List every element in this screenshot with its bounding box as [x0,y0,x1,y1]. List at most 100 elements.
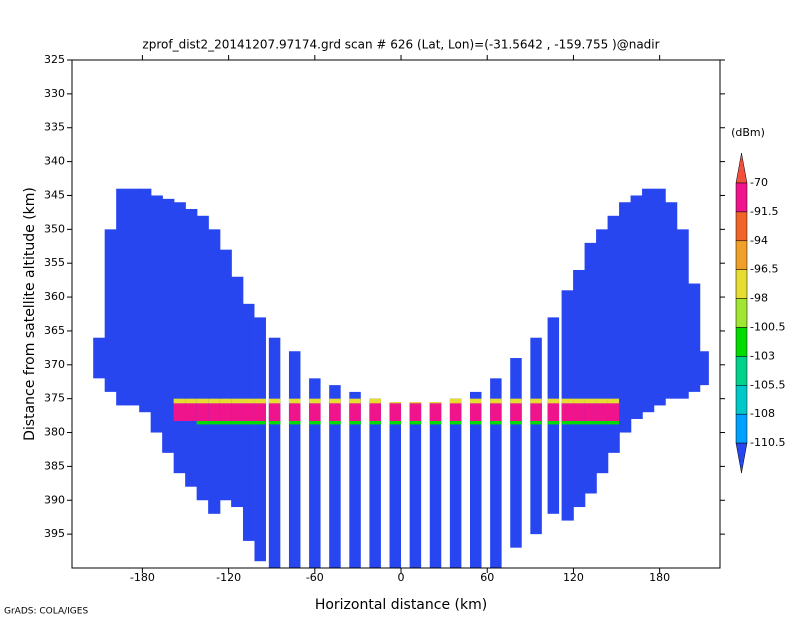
colorbar-segment [735,356,748,386]
x-tick-label: -180 [130,571,155,584]
bright-band [510,403,522,422]
data-column [162,198,175,453]
x-axis-title: Horizontal distance (km) [315,597,487,613]
bright-band [490,421,502,425]
data-column [653,188,666,406]
bright-band [573,403,586,422]
data-column [93,337,106,379]
data-column [469,391,482,568]
bright-band [242,403,255,422]
bright-band [349,421,361,425]
bright-band [268,403,281,422]
colorbar-segment [735,182,748,213]
data-column [696,351,709,386]
colorbar-label: -98 [750,292,768,305]
data-column [116,188,129,406]
y-tick-label: 370 [44,358,65,371]
x-tick-label: -120 [216,571,241,584]
data-column [449,398,462,568]
y-tick-label: 350 [44,222,65,235]
bright-band [547,398,560,404]
bright-band [231,403,244,422]
data-column [630,195,643,419]
data-column [429,402,442,568]
data-column [607,215,620,453]
bright-band [219,403,232,422]
data-column [490,378,502,568]
data-column [127,188,140,406]
bright-band [607,421,620,425]
y-tick-label: 355 [44,256,65,269]
bright-band [530,398,542,404]
bright-band [268,421,281,425]
colorbar-label: -108 [750,407,775,420]
bright-band [268,398,281,404]
bright-band [309,403,321,422]
bright-band [510,398,522,404]
colorbar-label: -105.5 [750,378,785,391]
data-column [409,402,422,568]
x-tick-label: 0 [398,571,405,584]
data-column [219,249,232,501]
bright-band [449,421,462,425]
bright-band [231,398,244,404]
x-tick-label: 180 [649,571,670,584]
bright-band [389,403,402,422]
data-column [309,378,321,568]
bright-band [185,403,198,422]
data-column [596,229,609,474]
colorbar-label: -91.5 [750,205,778,218]
bright-band [429,421,442,425]
bright-band [242,398,255,404]
bright-band [329,398,341,404]
bright-band [208,403,221,422]
data-column [231,276,244,508]
bright-band [369,403,381,422]
y-tick-label: 390 [44,493,65,506]
bright-band [309,398,321,404]
bright-band [173,398,186,404]
bright-band [288,398,301,404]
data-column [573,269,586,508]
bright-band [469,421,482,425]
bright-band [329,403,341,422]
bright-band [254,403,266,422]
bright-band [429,403,442,422]
y-tick-label: 340 [44,155,65,168]
bright-band [409,402,422,404]
y-tick-label: 335 [44,121,65,134]
colorbar-segment [735,269,748,299]
y-tick-label: 330 [44,87,65,100]
bright-band [573,398,586,404]
bright-band [349,403,361,422]
x-tick-label: -60 [306,571,324,584]
bright-band [469,398,482,404]
bright-band [231,421,244,425]
y-tick-label: 345 [44,188,65,201]
colorbar-label: -94 [750,234,768,247]
y-tick-label: 380 [44,426,65,439]
bright-band [561,398,574,404]
bright-band [449,398,462,404]
data-column [208,229,221,514]
colorbar-triangle-bottom [735,442,748,474]
data-column [665,202,678,399]
colorbar-segment [735,211,748,242]
data-column [619,202,632,433]
bright-band [409,421,422,425]
data-column [369,398,381,568]
bright-band [389,402,402,404]
data-column [530,337,542,535]
data-column [150,195,163,433]
bright-band [596,403,609,422]
data-column [288,351,301,568]
bright-band [561,403,574,422]
bright-band [490,398,502,404]
bright-band [547,403,560,422]
bright-band [254,421,266,425]
data-column [139,188,152,413]
bright-band [490,403,502,422]
x-tick-label: 60 [480,571,494,584]
data-column [185,209,198,487]
